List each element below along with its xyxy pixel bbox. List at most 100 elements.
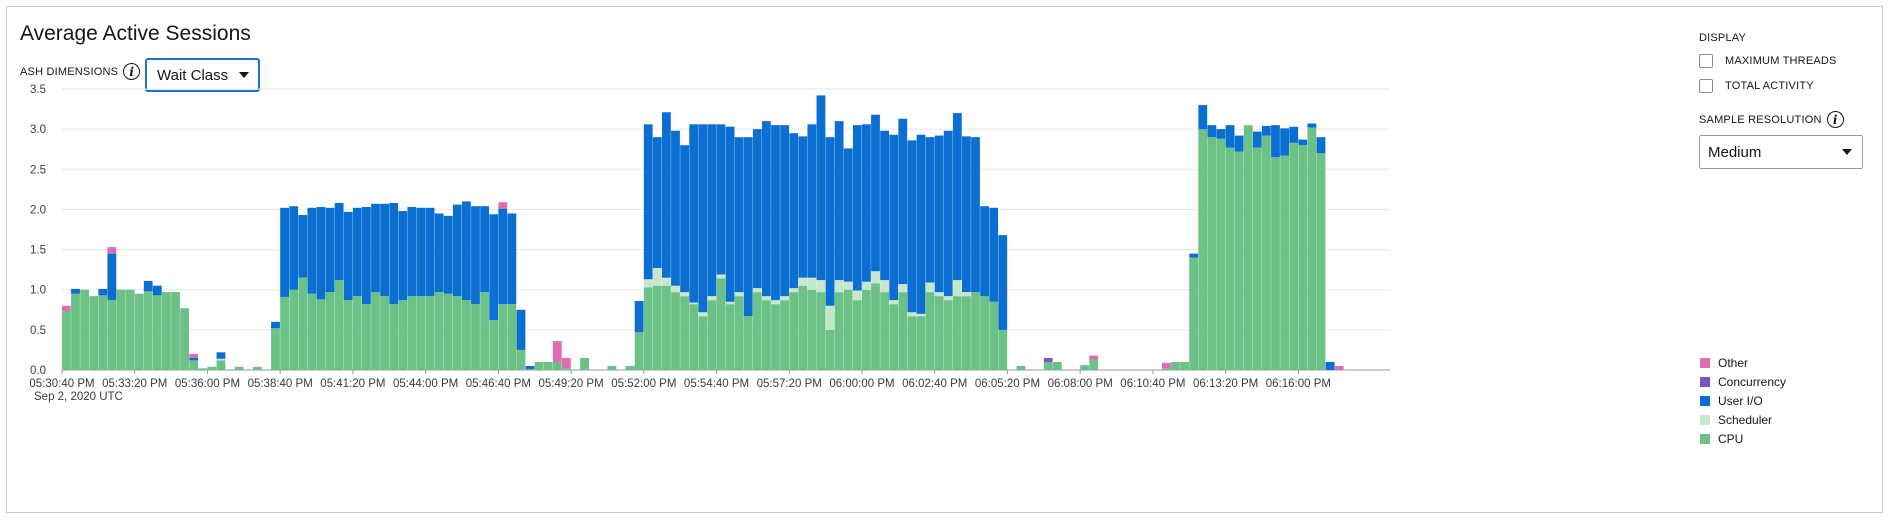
info-icon[interactable]: i (123, 63, 141, 80)
sample-resolution-select[interactable]: Medium (1699, 135, 1863, 169)
bar-segment-cpu (607, 365, 617, 370)
y-tick-label: 2.5 (30, 164, 46, 176)
legend-label-scheduler: Scheduler (1718, 412, 1773, 427)
total-activity-checkbox[interactable] (1699, 79, 1713, 93)
bar-segment-cpu (943, 300, 953, 370)
legend-item-concurrency[interactable]: Concurrency (1700, 372, 1786, 391)
bar-segment-cpu (680, 296, 689, 370)
bar-segment-cpu (1216, 138, 1226, 370)
bar-segment-userio (734, 137, 744, 293)
bar-segment-userio (1216, 129, 1226, 139)
bar-segment-userio (298, 215, 308, 278)
legend-label-other: Other (1718, 355, 1749, 370)
maximum-threads-option[interactable]: MAXIMUM THREADS (1699, 54, 1837, 68)
bar-segment-cpu (216, 360, 226, 370)
bar-segment-scheduler (771, 300, 780, 305)
bar-segment-cpu (1089, 359, 1099, 370)
bar-segment-cpu (1162, 368, 1171, 370)
legend-swatch-concurrency (1700, 376, 1710, 387)
y-tick-label: 0.0 (30, 365, 46, 377)
bar-segment-userio (407, 207, 417, 297)
bar-segment-concurrency (1043, 357, 1053, 362)
bar-segment-cpu (862, 289, 871, 370)
bar-segment-userio (380, 203, 389, 297)
bar-segment-scheduler (898, 284, 908, 293)
bar-segment-userio (798, 136, 808, 278)
bar-segment-other (498, 202, 508, 209)
bar-segment-scheduler (843, 281, 853, 290)
y-tick-label: 1.5 (30, 245, 46, 257)
x-tick-label: 05:33:20 PM (102, 378, 167, 390)
bar-segment-cpu (580, 357, 589, 370)
bar-segment-userio (825, 137, 835, 306)
bar-segment-userio (389, 203, 399, 305)
bar-segment-cpu (234, 366, 244, 370)
bar-segment-userio (143, 280, 153, 292)
x-tick-label: 06:00:00 PM (829, 378, 894, 390)
bar-segment-userio (816, 95, 826, 281)
bar-segment-userio (1271, 125, 1280, 158)
bar-segment-cpu (643, 287, 653, 370)
x-tick-label: 06:10:40 PM (1120, 378, 1185, 390)
bar-segment-userio (98, 288, 108, 296)
bar-segment-userio (952, 113, 962, 281)
bar-segment-cpu (1180, 361, 1189, 370)
bar-segment-userio (807, 124, 817, 278)
ash-dimension-select[interactable]: Wait Class (145, 58, 260, 92)
bar-segment-cpu (707, 300, 717, 370)
bar-segment-userio (1234, 135, 1244, 152)
bar-segment-userio (480, 206, 489, 293)
bar-segment-cpu (207, 366, 217, 370)
bar-segment-cpu (762, 300, 771, 370)
bar-segment-userio (962, 136, 971, 293)
total-activity-option[interactable]: TOTAL ACTIVITY (1699, 79, 1814, 93)
bar-segment-cpu (734, 296, 744, 370)
bar-segment-scheduler (852, 290, 862, 301)
bar-segment-scheduler (689, 302, 699, 305)
bar-segment-cpu (671, 292, 680, 370)
bar-segment-cpu (743, 316, 753, 370)
bar-segment-cpu (816, 292, 826, 370)
bar-segment-cpu (562, 368, 571, 370)
bar-segment-cpu (525, 369, 535, 370)
bar-segment-cpu (625, 365, 635, 370)
bar-segment-cpu (480, 292, 489, 370)
bar-segment-userio (1298, 139, 1308, 146)
legend-item-user-io[interactable]: User I/O (1700, 391, 1786, 410)
bar-segment-scheduler (789, 288, 799, 293)
bar-segment-userio (1189, 253, 1199, 258)
x-tick-label: 05:57:20 PM (757, 378, 822, 390)
bar-segment-cpu (789, 292, 799, 370)
bar-segment-scheduler (216, 358, 226, 361)
bar-segment-userio (998, 235, 1008, 330)
bar-segment-userio (662, 112, 671, 278)
bar-segment-cpu (652, 285, 662, 370)
bar-segment-cpu (352, 296, 362, 370)
bar-segment-userio (1316, 137, 1326, 154)
ash-dimensions-row: ASH DIMENSIONS i (20, 63, 141, 80)
x-tick-label: 05:36:00 PM (175, 378, 240, 390)
bar-segment-cpu (698, 316, 708, 370)
bar-segment-userio (498, 208, 508, 305)
bar-segment-other (1089, 355, 1099, 360)
bar-segment-cpu (498, 304, 508, 370)
bar-segment-cpu (380, 296, 389, 370)
bar-segment-userio (907, 140, 917, 313)
bar-segment-scheduler (725, 301, 735, 305)
bar-segment-cpu (189, 360, 199, 370)
bar-segment-cpu (1225, 147, 1235, 370)
bar-segment-userio (280, 207, 289, 297)
bar-segment-cpu (334, 280, 344, 370)
bar-segment-cpu (716, 278, 726, 370)
bar-segment-cpu (998, 329, 1008, 370)
bar-segment-scheduler (652, 268, 662, 286)
legend-item-cpu[interactable]: CPU (1700, 429, 1786, 448)
maximum-threads-checkbox[interactable] (1699, 54, 1713, 68)
bar-segment-cpu (825, 329, 835, 370)
bar-segment-cpu (125, 289, 135, 370)
legend-item-scheduler[interactable]: Scheduler (1700, 410, 1786, 429)
bar-segment-userio (934, 135, 944, 293)
info-icon[interactable]: i (1826, 111, 1844, 128)
legend-item-other[interactable]: Other (1700, 353, 1786, 372)
